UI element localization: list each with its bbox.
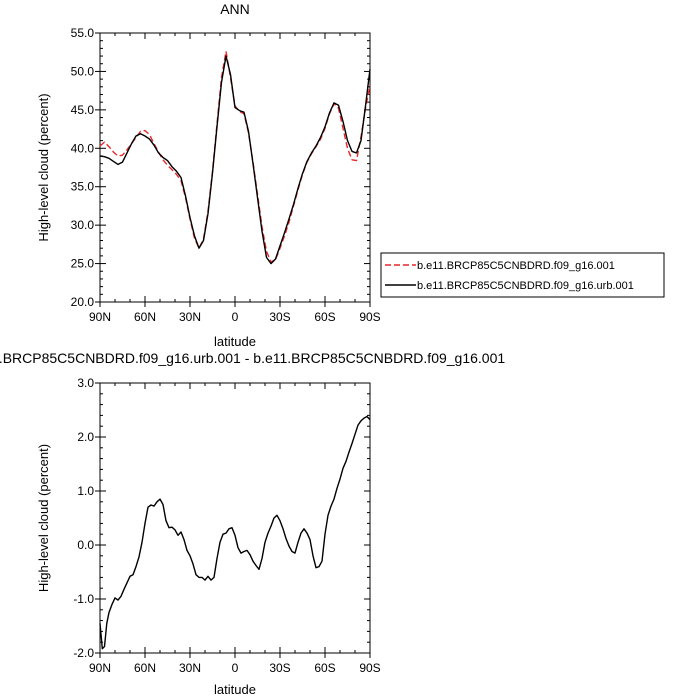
y-tick-label: -1.0: [73, 592, 94, 606]
y-tick-label: 30.0: [71, 218, 95, 232]
y-tick-label: 35.0: [71, 180, 95, 194]
y-tick-label: 25.0: [71, 257, 95, 271]
y-tick-label: 45.0: [71, 103, 95, 117]
y-axis-label: High-level cloud (percent): [36, 444, 51, 592]
x-tick-label: 60N: [134, 310, 156, 324]
series-line-1: [99, 415, 371, 650]
y-tick-label: 55.0: [71, 26, 95, 40]
y-tick-label: 1.0: [77, 484, 94, 498]
plot-title: b.e11.BRCP85C5CNBDRD.f09_g16.urb.001 - b…: [0, 350, 505, 366]
y-tick-label: 20.0: [71, 295, 95, 309]
legend-box: [380, 252, 665, 298]
bottom-panel: b.e11.BRCP85C5CNBDRD.f09_g16.urb.001 - b…: [0, 350, 505, 697]
x-tick-label: 30N: [179, 661, 201, 675]
y-tick-label: 0.0: [77, 538, 94, 552]
x-axis-label: latitude: [214, 682, 256, 697]
plot-title: ANN: [220, 1, 250, 17]
y-tick-label: 50.0: [71, 64, 95, 78]
y-tick-label: 40.0: [71, 141, 95, 155]
x-tick-label: 30S: [269, 310, 290, 324]
x-tick-label: 90N: [89, 661, 111, 675]
x-tick-label: 60N: [134, 661, 156, 675]
series-line-1: [99, 50, 371, 263]
x-tick-label: 0: [232, 661, 239, 675]
plot-frame: [99, 382, 371, 654]
x-tick-label: 90N: [89, 310, 111, 324]
x-tick-label: 0: [232, 310, 239, 324]
y-tick-label: 2.0: [77, 430, 94, 444]
x-tick-label: 60S: [314, 661, 335, 675]
y-tick-label: 3.0: [77, 376, 94, 390]
x-tick-label: 90S: [359, 310, 380, 324]
plot-frame: [99, 32, 371, 303]
x-tick-label: 60S: [314, 310, 335, 324]
series-line-2: [99, 55, 371, 265]
legend-label-2: b.e11.BRCP85C5CNBDRD.f09_g16.urb.001: [417, 280, 634, 292]
x-tick-label: 90S: [359, 661, 380, 675]
x-axis-label: latitude: [214, 334, 256, 349]
y-axis-label: High-level cloud (percent): [36, 93, 51, 241]
y-tick-label: -2.0: [73, 646, 94, 660]
x-tick-label: 30N: [179, 310, 201, 324]
legend-label-1: b.e11.BRCP85C5CNBDRD.f09_g16.001: [417, 260, 615, 272]
legend: b.e11.BRCP85C5CNBDRD.f09_g16.001 b.e11.BR…: [380, 252, 665, 298]
top-panel: ANN 90N 60N 30N 0 30S 60S 90S 20.0 25.0 30.0 35.0 40…: [36, 1, 665, 349]
x-tick-label: 30S: [269, 661, 290, 675]
